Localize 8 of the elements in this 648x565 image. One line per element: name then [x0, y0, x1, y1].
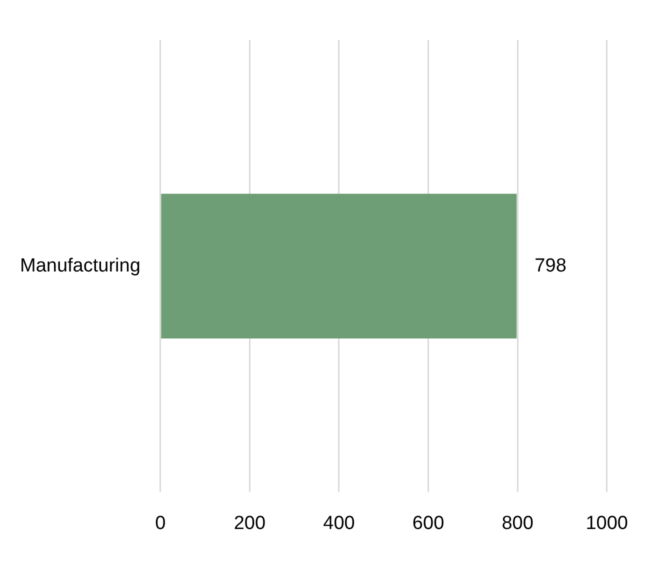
y-tick-label: Manufacturing	[20, 255, 140, 276]
x-tick-label: 800	[502, 512, 534, 534]
x-tick-label: 400	[323, 512, 355, 534]
x-tick-label: 200	[234, 512, 266, 534]
x-tick-label: 1000	[586, 512, 628, 534]
x-tick-label: 0	[155, 512, 166, 534]
x-tick-label: 600	[412, 512, 444, 534]
data-label: 798	[534, 255, 566, 276]
